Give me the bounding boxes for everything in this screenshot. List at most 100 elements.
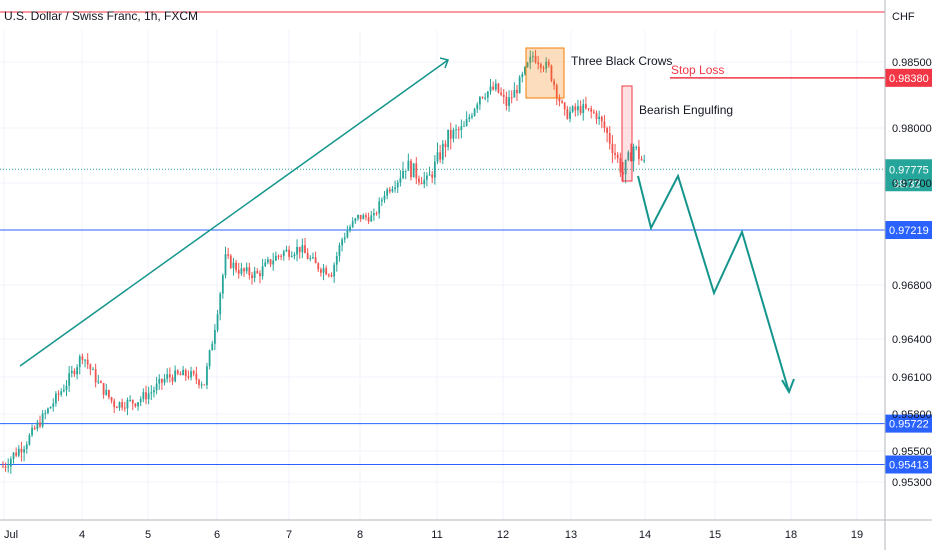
x-tick-label: 13 bbox=[565, 529, 577, 541]
candle-body bbox=[57, 393, 60, 395]
candle-body bbox=[465, 119, 468, 126]
candle-body bbox=[542, 67, 545, 69]
candle-body bbox=[171, 377, 174, 382]
candle-body bbox=[449, 129, 452, 139]
candle-body bbox=[312, 257, 314, 259]
candle-body bbox=[452, 129, 455, 139]
candle-body bbox=[306, 253, 309, 260]
candle-body bbox=[229, 255, 232, 269]
candle-body bbox=[68, 373, 71, 386]
candle-body bbox=[545, 61, 548, 69]
stop-loss-tag bbox=[885, 68, 932, 87]
candle-body bbox=[351, 221, 354, 228]
candle-body bbox=[447, 129, 449, 148]
x-tick-label: Jul bbox=[4, 529, 18, 541]
candle-body bbox=[494, 83, 497, 90]
candle-body bbox=[526, 62, 529, 67]
candle-body bbox=[585, 104, 587, 109]
y-tick-label: 0.96800 bbox=[892, 280, 932, 292]
candle-body bbox=[399, 178, 402, 183]
candle-body bbox=[396, 182, 399, 188]
candle-body bbox=[383, 195, 386, 200]
candle-body bbox=[100, 381, 102, 383]
candle-body bbox=[81, 356, 84, 360]
candle-body bbox=[320, 269, 322, 273]
candle-body bbox=[245, 267, 248, 272]
drawings: Three Black Crows Bearish Engulfing bbox=[19, 47, 795, 395]
candle-body bbox=[505, 96, 508, 106]
candle-body bbox=[214, 330, 216, 344]
candle-body bbox=[468, 117, 471, 120]
candle-body bbox=[200, 384, 203, 386]
price-tag-label: 0.95722 bbox=[889, 419, 929, 431]
candle-body bbox=[346, 230, 349, 238]
candle-body bbox=[378, 201, 381, 214]
candle-body bbox=[518, 77, 521, 94]
candle-body bbox=[102, 382, 105, 395]
candle-body bbox=[365, 215, 367, 218]
candle-body bbox=[86, 359, 89, 365]
candle-body bbox=[55, 393, 57, 404]
candle-body bbox=[118, 402, 121, 408]
candle-body bbox=[153, 390, 155, 393]
pattern-label: Three Black Crows bbox=[571, 54, 672, 68]
candle-body bbox=[70, 370, 73, 374]
candle-body bbox=[97, 381, 100, 383]
candle-body bbox=[638, 146, 640, 159]
candle-body bbox=[184, 369, 187, 377]
candle-body bbox=[412, 163, 415, 178]
candle-body bbox=[25, 444, 28, 450]
candle-body bbox=[370, 215, 373, 222]
candle-body bbox=[224, 254, 227, 276]
candle-body bbox=[274, 255, 277, 261]
x-tick-label: 5 bbox=[145, 529, 151, 541]
candle-body bbox=[547, 61, 550, 66]
candle-body bbox=[508, 97, 510, 106]
candle-body bbox=[267, 259, 269, 263]
candle-body bbox=[343, 237, 346, 240]
candle-body bbox=[598, 116, 601, 120]
candle-body bbox=[460, 126, 463, 131]
candle-body bbox=[500, 92, 502, 95]
candle-body bbox=[253, 271, 256, 279]
candle-body bbox=[4, 466, 7, 468]
chart-title: U.S. Dollar / Swiss Franc, 1h, FXCM bbox=[4, 9, 198, 23]
candle-body bbox=[129, 399, 131, 401]
candle-body bbox=[622, 172, 624, 175]
candle-body bbox=[582, 104, 585, 113]
candle-body bbox=[516, 89, 518, 94]
candle-body bbox=[571, 106, 574, 112]
candle-body bbox=[147, 393, 150, 400]
candle-body bbox=[561, 101, 563, 103]
x-tick-label: 8 bbox=[357, 529, 363, 541]
candle-body bbox=[539, 64, 542, 68]
candle-body bbox=[235, 262, 237, 271]
candle-body bbox=[420, 182, 423, 185]
candle-body bbox=[550, 65, 553, 81]
candle-body bbox=[431, 174, 434, 178]
currency-label: CHF bbox=[892, 11, 915, 23]
candle-body bbox=[36, 422, 39, 429]
candle-body bbox=[89, 364, 92, 370]
candle-body bbox=[608, 133, 611, 144]
candle-body bbox=[577, 106, 579, 111]
candle-body bbox=[65, 385, 68, 390]
y-tick-label: 0.98500 bbox=[892, 57, 932, 69]
candle-body bbox=[126, 399, 129, 409]
candle-body bbox=[28, 435, 31, 445]
candle-body bbox=[182, 369, 184, 376]
candle-body bbox=[574, 106, 577, 111]
candle-body bbox=[158, 378, 161, 384]
candle-body bbox=[513, 89, 516, 98]
candle-body bbox=[632, 146, 635, 162]
candle-body bbox=[441, 143, 444, 160]
pattern-label: Bearish Engulfing bbox=[639, 103, 733, 117]
candle-body bbox=[335, 255, 338, 265]
candle-body bbox=[322, 268, 325, 273]
candle-body bbox=[579, 106, 582, 113]
candle-body bbox=[145, 392, 147, 400]
candle-body bbox=[108, 389, 110, 398]
candle-body bbox=[161, 378, 163, 383]
candle-body bbox=[614, 152, 616, 155]
